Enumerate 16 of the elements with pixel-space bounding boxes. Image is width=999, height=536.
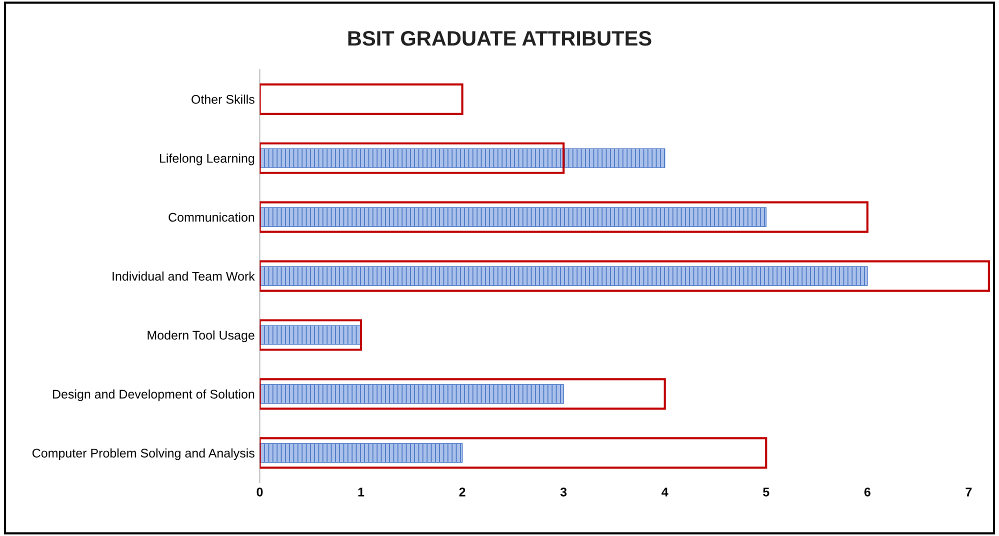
x-tick-label: 1 xyxy=(358,488,364,496)
y-tick-label: Design and Development of Solution xyxy=(53,389,254,402)
x-tick-label: 5 xyxy=(763,488,770,496)
x-tick-label: 4 xyxy=(662,488,668,496)
y-tick-label: Lifelong Learning xyxy=(160,154,254,166)
x-tick-label: 3 xyxy=(560,488,567,496)
x-tick-label: 6 xyxy=(864,488,870,496)
y-tick-label: Other Skills xyxy=(192,94,254,104)
y-tick-label: Communication xyxy=(168,212,254,222)
x-tick-label: 2 xyxy=(459,488,466,496)
chart-title: BSIT GRADUATE ATTRIBUTES xyxy=(348,31,652,46)
y-tick-label: Individual and Team Work xyxy=(112,272,255,281)
x-tick-label: 0 xyxy=(256,488,263,496)
y-tick-label: Computer Problem Solving and Analysis xyxy=(32,448,254,460)
x-tick-label: 7 xyxy=(966,488,972,496)
y-tick-label: Modern Tool Usage xyxy=(148,330,254,342)
